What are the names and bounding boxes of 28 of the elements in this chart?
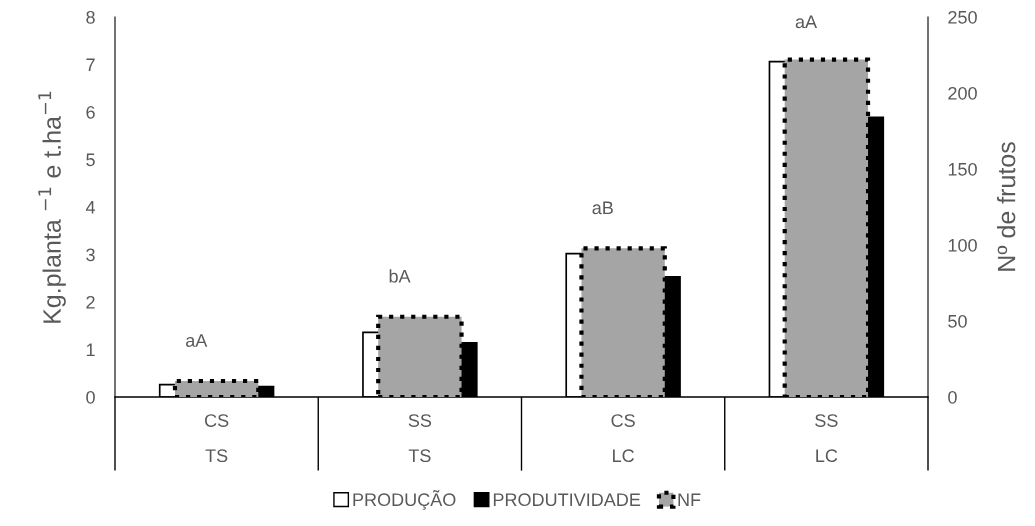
annotation: aB (592, 201, 613, 215)
category-label: SS LC (815, 414, 838, 463)
y-tick-label: 1 (86, 343, 95, 357)
legend-label: PRODUTIVIDADE (493, 493, 641, 507)
category-label: CS TS (205, 414, 229, 463)
y-tick-label: 3 (86, 248, 95, 262)
y-tick-label: 6 (86, 105, 95, 119)
annotation: aA (795, 15, 818, 29)
y-tick-label: 4 (85, 201, 96, 214)
y-tick-label: 7 (86, 58, 95, 72)
y2-tick-label: 50 (948, 314, 967, 328)
annotation: aA (186, 334, 208, 347)
y-tick-label: 8 (86, 10, 95, 24)
legend-label: PRODUÇÃO (353, 490, 456, 510)
y2-tick-label: 200 (948, 86, 977, 100)
y2-tick-label: 250 (948, 10, 977, 24)
y2-axis-title: Nº de frutos (997, 142, 1016, 271)
y-tick-label: 2 (86, 295, 95, 309)
y-tick-label: 5 (86, 153, 95, 167)
y-axis-title: Kg.planta $^{−1}$ e t.ha$^{−1}$ (38, 91, 66, 323)
category-label: CS LC (611, 414, 635, 463)
y2-tick-label: 100 (948, 238, 977, 252)
y2-tick-label: 0 (948, 390, 957, 404)
y2-tick-label: 150 (948, 162, 977, 176)
annotation: bA (389, 269, 411, 283)
category-label: SS TS (408, 414, 432, 463)
legend-label: NF (678, 493, 701, 506)
y-tick-label: 0 (86, 390, 95, 404)
